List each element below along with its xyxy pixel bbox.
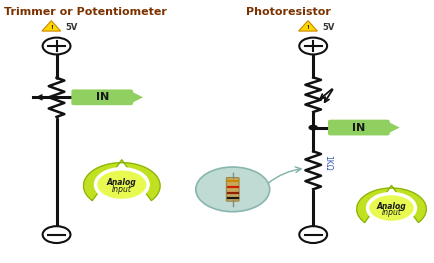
Text: Input: Input [112,185,132,194]
Circle shape [95,169,148,201]
FancyBboxPatch shape [226,178,239,201]
Polygon shape [356,185,425,222]
Text: Analog: Analog [107,178,136,187]
Polygon shape [130,91,143,104]
Polygon shape [83,160,160,201]
Text: Trimmer or Potentiometer: Trimmer or Potentiometer [4,7,167,17]
Circle shape [299,226,326,243]
Text: 1KΩ: 1KΩ [322,155,331,171]
FancyBboxPatch shape [327,120,389,135]
Polygon shape [42,21,61,31]
Text: !: ! [50,26,53,31]
Text: Input: Input [381,208,401,217]
Text: Photoresistor: Photoresistor [245,7,330,17]
Text: 5V: 5V [321,23,333,32]
Circle shape [43,38,70,54]
Text: 5V: 5V [65,23,77,32]
FancyBboxPatch shape [71,89,133,105]
Circle shape [195,167,269,212]
Text: IN: IN [95,92,108,102]
Circle shape [299,38,326,54]
Text: Analog: Analog [376,202,405,211]
Circle shape [43,226,70,243]
Circle shape [367,194,414,222]
Circle shape [308,125,317,130]
Text: !: ! [306,26,309,31]
Polygon shape [298,21,317,31]
Text: IN: IN [352,123,365,133]
Polygon shape [386,121,399,134]
